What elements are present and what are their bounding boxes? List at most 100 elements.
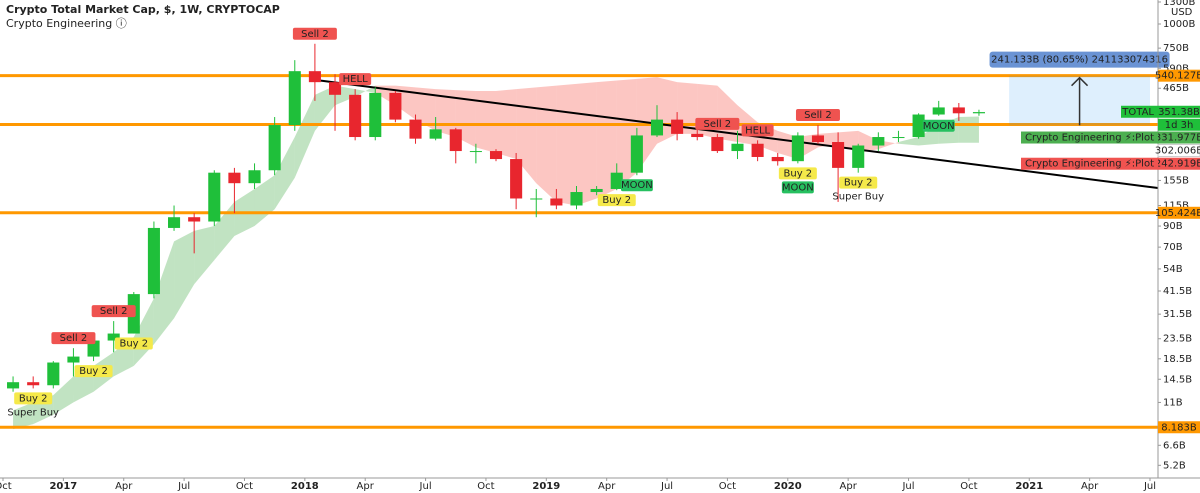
signal-badge xyxy=(922,119,955,132)
signal-label: HELL xyxy=(745,125,770,136)
x-tick-label: Jul xyxy=(660,481,673,492)
x-tick-label: Jul xyxy=(177,481,190,492)
candle-body xyxy=(489,151,503,160)
chart-title: Crypto Total Market Cap, $, 1W, CRYPTOCA… xyxy=(6,3,280,16)
x-tick-label: 2018 xyxy=(291,481,319,492)
signal-label: Sell 2 xyxy=(100,306,128,317)
price-tag-name: TOTAL xyxy=(1121,107,1154,118)
y-tick-label: 155B xyxy=(1163,175,1189,186)
price-tag-value: 540.127B xyxy=(1155,71,1200,82)
x-tick-label: 2017 xyxy=(49,481,77,492)
cloud-segment xyxy=(355,85,376,97)
signal-badge xyxy=(597,194,636,207)
candle-body xyxy=(369,92,382,138)
signal-badge xyxy=(839,176,878,189)
signal-badge xyxy=(51,332,96,345)
signal-label: HELL xyxy=(343,74,368,85)
candle-body xyxy=(87,340,100,357)
price-tag-value: 105.424B xyxy=(1155,208,1200,219)
signal-label: Super Buy xyxy=(7,407,59,418)
price-tag-name-box xyxy=(1021,157,1158,170)
candle-body xyxy=(610,172,623,189)
level-layer xyxy=(0,74,1158,429)
signal-label: Buy 2 xyxy=(19,393,48,404)
x-tick-label: Oct xyxy=(477,481,494,492)
y-tick-label: 31.5B xyxy=(1163,309,1192,320)
candle-body xyxy=(711,137,724,152)
y-tick-label: 41.5B xyxy=(1163,286,1192,297)
candle-body xyxy=(791,135,804,162)
y-tick-label: 70B xyxy=(1163,242,1183,253)
candle-body xyxy=(832,142,845,168)
candle-body xyxy=(288,71,301,126)
candle-body xyxy=(409,119,422,139)
cloud-segment xyxy=(898,137,919,146)
price-tag-name-box xyxy=(1021,131,1158,144)
x-tick-label: Oct xyxy=(0,481,12,492)
y-tick-label: 23.5B xyxy=(1163,334,1192,345)
candle-body xyxy=(328,82,342,95)
x-tick-label: Jul xyxy=(419,481,432,492)
price-tag xyxy=(1158,157,1200,170)
cloud-segment xyxy=(576,82,597,206)
candle-body xyxy=(7,382,20,389)
signal-badge xyxy=(795,109,840,122)
candle-body xyxy=(208,172,221,222)
candle-body xyxy=(751,143,764,157)
signal-badge xyxy=(620,179,653,192)
x-tick-label: 2019 xyxy=(532,481,560,492)
price-tag-name-box xyxy=(1121,105,1158,118)
price-tag xyxy=(1158,421,1200,434)
price-tag xyxy=(1158,105,1200,118)
y-tick-label: 1000B xyxy=(1163,19,1195,30)
x-tick-label: Apr xyxy=(598,481,616,492)
candle-body xyxy=(429,129,442,139)
candle-body xyxy=(972,112,985,114)
countdown-box xyxy=(1158,118,1200,131)
candle-body xyxy=(389,92,402,120)
price-tag-value: 331.977B xyxy=(1155,133,1200,144)
cloud-segment xyxy=(13,402,34,430)
signal-label: MOON xyxy=(782,182,814,193)
signal-label: Sell 2 xyxy=(704,119,732,130)
signal-label: MOON xyxy=(923,121,955,132)
signal-label: Buy 2 xyxy=(602,195,631,206)
price-tag xyxy=(1158,206,1200,219)
candle-body xyxy=(168,217,181,228)
y-tick-label: 590B xyxy=(1163,63,1189,74)
candle-body xyxy=(27,382,40,386)
candle-body xyxy=(650,119,664,136)
cloud-segment xyxy=(596,80,617,199)
signal-badge xyxy=(781,181,814,194)
candle-body xyxy=(308,71,321,83)
signal-badge xyxy=(741,124,774,137)
price-tag-value: 302.006B xyxy=(1155,145,1200,156)
candle-body xyxy=(449,129,462,152)
signal-label: Super Buy xyxy=(832,192,884,203)
signal-badge xyxy=(695,117,740,130)
cloud-segment xyxy=(194,226,215,285)
cloud-segment xyxy=(153,241,175,345)
signal-badge xyxy=(339,73,372,86)
cloud-segment xyxy=(556,83,577,206)
y-tick-label: 90B xyxy=(1163,221,1183,232)
candle-body xyxy=(872,137,885,146)
signal-label: Buy 2 xyxy=(784,168,813,179)
signal-badge xyxy=(14,392,53,405)
candle-body xyxy=(731,143,744,152)
y-tick-label: 1300B xyxy=(1163,0,1195,8)
x-tick-label: Jul xyxy=(1143,481,1156,492)
candle-body xyxy=(811,135,825,143)
x-tick-label: Apr xyxy=(357,481,375,492)
cloud-segment xyxy=(214,201,235,261)
y-tick-label: 115B xyxy=(1163,200,1189,211)
y-tick-label: 18.5B xyxy=(1163,354,1192,365)
currency: USD xyxy=(1171,7,1193,18)
measure-arrowhead xyxy=(1071,76,1089,87)
price-tag-value: 8.183B xyxy=(1161,422,1197,433)
candle-body xyxy=(248,170,261,184)
price-tag-name: Crypto Engineering ⚡:Plot xyxy=(1025,133,1154,144)
